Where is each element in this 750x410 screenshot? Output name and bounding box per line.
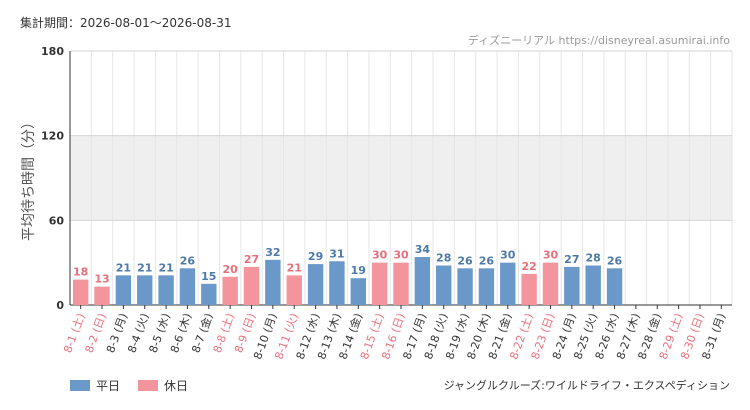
bar-value-label: 26 — [479, 254, 495, 267]
bar-value-label: 29 — [308, 250, 323, 263]
bar-value-label: 28 — [436, 251, 451, 264]
bar-value-label: 26 — [457, 254, 473, 267]
bar-value-label: 28 — [586, 251, 601, 264]
bar-value-label: 30 — [500, 249, 516, 262]
bar-value-label: 19 — [351, 264, 366, 277]
bar-value-label: 15 — [201, 270, 216, 283]
source-credit[interactable]: ディズニーリアル https://disneyreal.asumirai.inf… — [467, 34, 730, 47]
bar — [414, 257, 431, 305]
legend-swatch-weekday — [70, 380, 90, 391]
legend-label-holiday: 休日 — [164, 379, 189, 393]
bar-value-label: 18 — [73, 266, 88, 279]
bar-value-label: 31 — [329, 247, 344, 260]
bar-value-label: 21 — [137, 261, 152, 274]
legend: 平日 休日 — [70, 377, 206, 394]
bar-value-label: 34 — [415, 243, 431, 256]
bar — [393, 262, 409, 305]
y-tick-label: 0 — [56, 299, 64, 312]
y-tick-label: 60 — [49, 214, 65, 227]
bar-value-label: 26 — [607, 254, 623, 267]
bar — [201, 283, 217, 305]
bar-value-label: 22 — [521, 260, 536, 273]
bar — [542, 262, 559, 305]
bar — [457, 268, 473, 305]
bar-value-label: 21 — [116, 261, 131, 274]
bar-value-label: 30 — [372, 249, 388, 262]
bar-value-label: 32 — [265, 246, 280, 259]
bar — [72, 279, 89, 305]
bar — [329, 261, 345, 305]
y-tick-label: 120 — [41, 130, 64, 143]
bar-value-label: 20 — [223, 263, 239, 276]
bar — [371, 262, 388, 305]
y-tick-label: 180 — [41, 45, 64, 58]
bar — [115, 275, 132, 305]
bar — [158, 275, 174, 305]
attraction-name: ジャングルクルーズ:ワイルドライフ・エクスペディション — [443, 379, 730, 392]
bar — [521, 273, 537, 305]
bar — [179, 268, 196, 305]
bar — [478, 268, 495, 305]
y-axis-title: 平均待ち時間（分） — [21, 115, 37, 241]
bar — [222, 276, 238, 305]
bar — [436, 265, 452, 305]
bar-value-label: 26 — [180, 254, 196, 267]
bar — [500, 262, 516, 305]
bar — [137, 275, 153, 305]
bar — [350, 278, 366, 305]
bar — [606, 268, 623, 305]
bar-value-label: 30 — [543, 249, 559, 262]
bar-value-label: 13 — [94, 273, 109, 286]
bar-value-label: 27 — [244, 253, 259, 266]
legend-label-weekday: 平日 — [96, 379, 121, 393]
bar-value-label: 27 — [564, 253, 579, 266]
bar-value-label: 30 — [393, 249, 409, 262]
legend-swatch-holiday — [138, 380, 159, 391]
bar — [265, 259, 281, 305]
shaded-band — [70, 135, 732, 221]
bar — [564, 266, 580, 305]
bar — [307, 264, 324, 305]
bar — [94, 286, 110, 305]
bar-value-label: 21 — [287, 261, 302, 274]
aggregation-period: 集計期間：2026-08-01〜2026-08-31 — [20, 16, 232, 30]
bar — [243, 266, 260, 305]
bar — [286, 275, 302, 305]
bar-value-label: 21 — [158, 261, 173, 274]
bar — [585, 265, 601, 305]
